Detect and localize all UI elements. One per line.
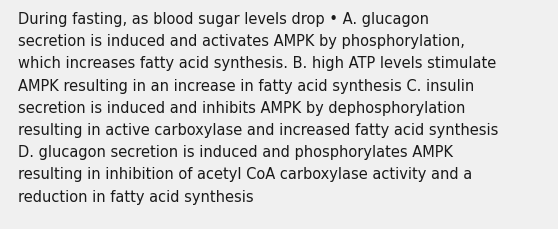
Text: D. glucagon secretion is induced and phosphorylates AMPK: D. glucagon secretion is induced and pho…: [18, 144, 453, 160]
Text: which increases fatty acid synthesis. B. high ATP levels stimulate: which increases fatty acid synthesis. B.…: [18, 56, 496, 71]
Text: During fasting, as blood sugar levels drop • A. glucagon: During fasting, as blood sugar levels dr…: [18, 12, 429, 27]
Text: reduction in fatty acid synthesis: reduction in fatty acid synthesis: [18, 189, 254, 204]
Text: AMPK resulting in an increase in fatty acid synthesis C. insulin: AMPK resulting in an increase in fatty a…: [18, 78, 474, 93]
Text: secretion is induced and activates AMPK by phosphorylation,: secretion is induced and activates AMPK …: [18, 34, 465, 49]
Text: resulting in active carboxylase and increased fatty acid synthesis: resulting in active carboxylase and incr…: [18, 123, 498, 137]
Text: secretion is induced and inhibits AMPK by dephosphorylation: secretion is induced and inhibits AMPK b…: [18, 100, 465, 115]
Text: resulting in inhibition of acetyl CoA carboxylase activity and a: resulting in inhibition of acetyl CoA ca…: [18, 167, 472, 182]
